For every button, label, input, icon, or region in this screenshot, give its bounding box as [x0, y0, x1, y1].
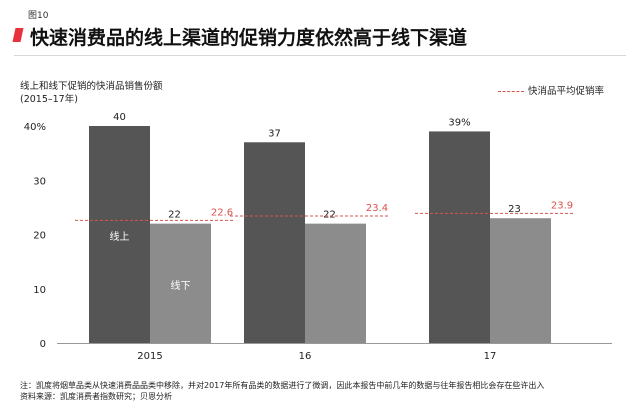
- bar-offline: [305, 223, 366, 343]
- legend: 快消品平均促销率: [498, 83, 604, 97]
- bar-value-label-offline: 22: [168, 210, 181, 221]
- series-label-offline: 线下: [171, 279, 191, 292]
- y-tick-label: 30: [33, 176, 46, 187]
- footnote-line1: 注：凯度将烟草品类从快速消费品品类中移除，并对2017年所有品类的数据进行了微调…: [20, 381, 545, 390]
- chart-title: 快速消费品的线上渠道的促销力度依然高于线下渠道: [30, 27, 468, 49]
- bar-online: [244, 142, 305, 343]
- avg-promo-rate-label: 22.6: [211, 207, 233, 218]
- bar-offline: [490, 218, 551, 343]
- bar-offline: [150, 223, 211, 343]
- x-tick-label: 17: [484, 351, 497, 362]
- bar-value-label-offline: 23: [508, 204, 521, 215]
- title-divider: [14, 55, 626, 56]
- y-axis-title-line2: (2015–17年): [20, 94, 78, 105]
- figure-label: 图10: [28, 11, 49, 21]
- bar-value-label-offline: 22: [323, 210, 336, 221]
- footnote-line2: 资料来源：凯度消费者指数研究；贝恩分析: [20, 392, 172, 401]
- x-tick-label: 2015: [137, 351, 162, 362]
- bar-value-label-online: 40: [113, 112, 126, 123]
- bar-online: [429, 131, 490, 343]
- legend-dashed-line-swatch: [498, 91, 524, 92]
- bar-value-label-online: 37: [268, 128, 281, 139]
- bar-value-label-online: 39%: [448, 117, 470, 128]
- bar-online: [89, 126, 150, 343]
- series-label-online: 线上: [110, 230, 130, 243]
- y-tick-label: 10: [33, 285, 46, 296]
- y-tick-label: 20: [33, 231, 46, 242]
- y-tick-label: 0: [40, 339, 46, 350]
- y-axis-title: 线上和线下促销的快消品销售份额 (2015–17年): [20, 80, 163, 106]
- y-tick-label: 40%: [24, 122, 46, 133]
- y-axis-title-line1: 线上和线下促销的快消品销售份额: [20, 81, 163, 92]
- avg-promo-rate-label: 23.9: [551, 200, 573, 211]
- x-tick-label: 16: [299, 351, 312, 362]
- avg-promo-rate-label: 23.4: [366, 203, 388, 214]
- legend-label: 快消品平均促销率: [528, 86, 605, 97]
- footnote: 注：凯度将烟草品类从快速消费品品类中移除，并对2017年所有品类的数据进行了微调…: [20, 380, 544, 402]
